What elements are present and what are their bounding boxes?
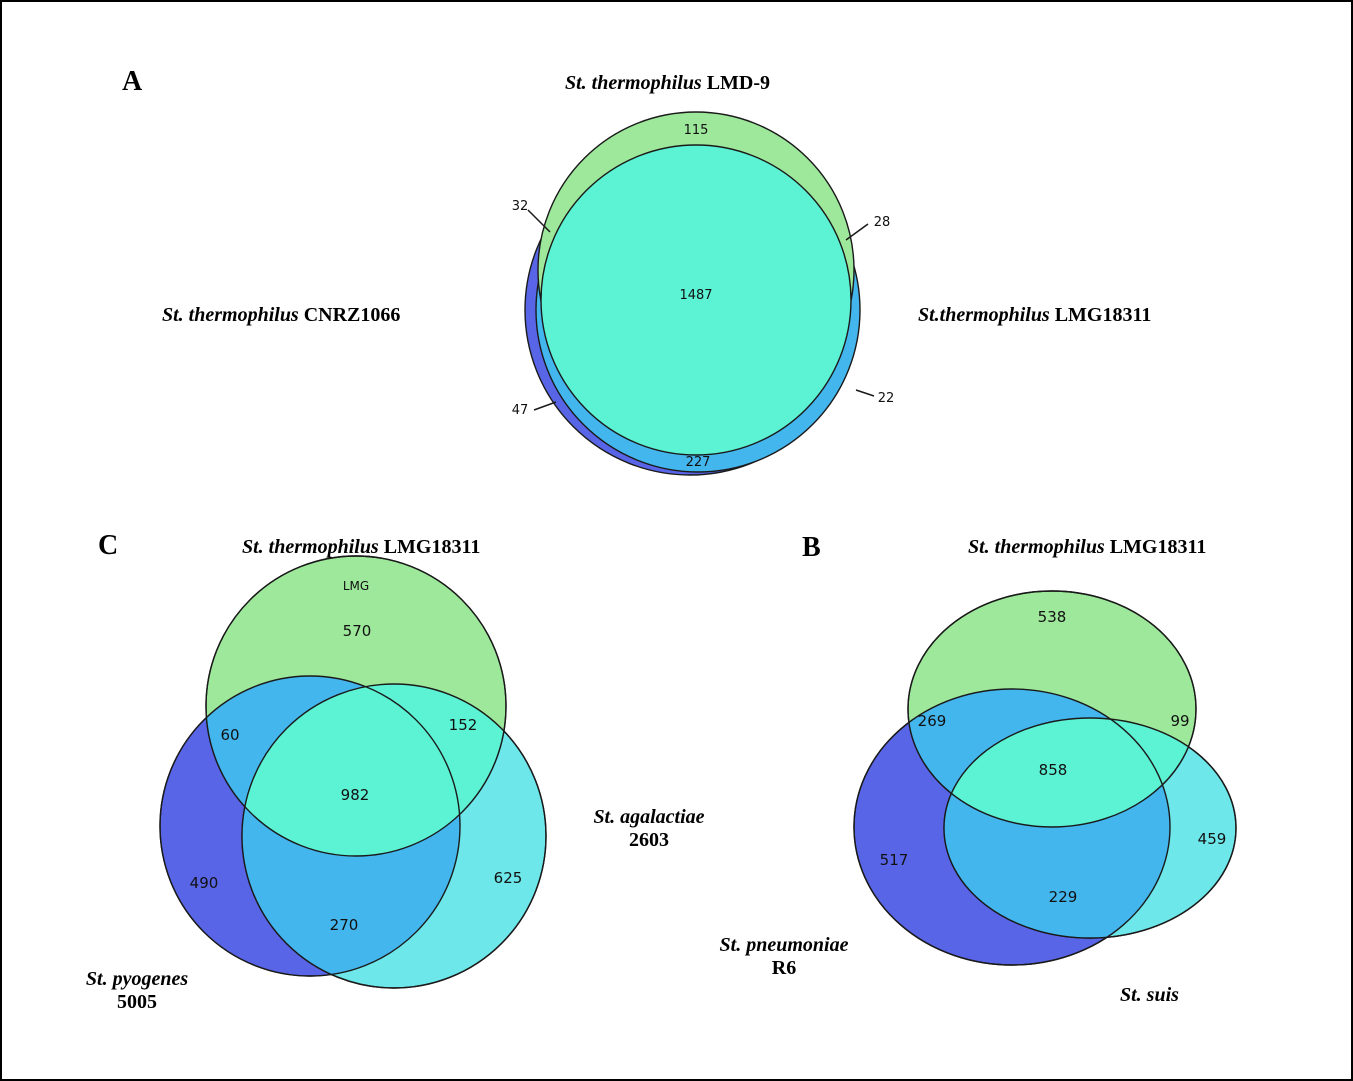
venn-c-count-top-only: 570 xyxy=(343,622,372,640)
venn-b-count-top-only: 538 xyxy=(1038,608,1067,626)
venn-b-label-top-strain: LMG18311 xyxy=(1109,536,1207,558)
venn-b-label-left-strain: R6 xyxy=(771,957,797,979)
venn-a-label-top-strain: LMD-9 xyxy=(706,72,771,94)
panel-letter-a: A xyxy=(122,66,143,97)
venn-a-count-core: 1487 xyxy=(679,288,712,303)
venn-panel-b: 538 269 99 858 517 229 459 xyxy=(853,590,1237,966)
venn-a-core-outline xyxy=(540,144,852,456)
venn-b-count-right-only: 459 xyxy=(1198,830,1227,848)
venn-c-count-right-only: 625 xyxy=(494,869,523,887)
venn-b-count-top-right: 99 xyxy=(1170,712,1189,730)
panel-letter-b: B xyxy=(802,532,821,563)
venn-c-count-left-only: 490 xyxy=(190,874,219,892)
venn-b-count-left-only: 517 xyxy=(880,851,909,869)
venn-c-label-right-species: St. agalactiae xyxy=(593,806,705,828)
venn-a-count-right-top: 28 xyxy=(874,215,891,230)
venn-b-label-left-species: St. pneumoniae xyxy=(719,934,849,956)
venn-a-label-right: St.thermophilus LMG18311 xyxy=(918,304,1151,327)
venn-c-inner-label: LMG xyxy=(343,579,369,593)
venn-c-count-top-left: 60 xyxy=(220,726,239,744)
panel-letter-c: C xyxy=(98,530,119,561)
venn-b-label-top-species: St. thermophilus xyxy=(968,536,1105,558)
venn-a-label-left: St. thermophilus CNRZ1066 xyxy=(162,304,400,327)
venn-c-label-right-strain: 2603 xyxy=(629,829,669,851)
venn-a-core-region xyxy=(541,145,851,455)
venn-a-leader-right-top xyxy=(845,223,869,241)
venn-b-label-right-species: St. suis xyxy=(1120,984,1179,1006)
venn-c-label-left-strain: 5005 xyxy=(117,991,157,1013)
venn-c-outline-lmg18311 xyxy=(205,555,507,857)
venn-panel-c: LMG 570 60 152 982 490 270 625 xyxy=(159,555,547,989)
venn-a-count-bottom: 227 xyxy=(686,455,711,470)
venn-c-region-top-right xyxy=(242,684,506,856)
venn-a-label-top: St. thermophilus LMD-9 xyxy=(565,72,770,95)
venn-a-count-top-only: 115 xyxy=(684,123,709,138)
venn-a-count-left-top: 32 xyxy=(512,199,529,214)
venn-a-leader-left-top xyxy=(527,209,551,233)
venn-a-label-left-species: St. thermophilus xyxy=(162,304,299,326)
venn-a-label-left-strain: CNRZ1066 xyxy=(303,304,401,326)
venn-a-count-left-bottom: 47 xyxy=(512,403,529,418)
venn-c-count-top-right: 152 xyxy=(449,716,478,734)
venn-a-leader-right-bottom xyxy=(855,389,875,397)
venn-c-count-core: 982 xyxy=(341,786,370,804)
venn-c-outline-pyogenes xyxy=(159,675,461,977)
venn-b-label-right: St. suis xyxy=(1120,984,1179,1007)
venn-a-label-right-species: St.thermophilus xyxy=(918,304,1050,326)
venn-b-outline-pneumoniae xyxy=(853,688,1171,966)
venn-c-label-left: St. pyogenes 5005 xyxy=(62,968,212,1014)
venn-c-label-right: St. agalactiae 2603 xyxy=(574,806,724,852)
venn-b-label-left: St. pneumoniae R6 xyxy=(706,934,862,980)
venn-b-outline-lmg18311 xyxy=(907,590,1197,828)
venn-c-label-top-strain: LMG18311 xyxy=(383,536,481,558)
venn-c-label-top: St. thermophilus LMG18311 xyxy=(242,536,480,559)
venn-b-count-core: 858 xyxy=(1039,761,1068,779)
venn-panel-a: 115 1487 227 32 28 47 22 xyxy=(512,111,895,476)
venn-a-leader-left-bottom xyxy=(533,401,557,411)
venn-c-outline-agalactiae xyxy=(241,683,547,989)
venn-a-label-right-strain: LMG18311 xyxy=(1054,304,1152,326)
venn-c-label-left-species: St. pyogenes xyxy=(85,968,189,990)
venn-b-count-top-left: 269 xyxy=(918,712,947,730)
venn-b-label-top: St. thermophilus LMG18311 xyxy=(968,536,1206,559)
venn-c-label-top-species: St. thermophilus xyxy=(242,536,379,558)
venn-b-outline-suis xyxy=(943,717,1237,939)
venn-a-label-top-species: St. thermophilus xyxy=(565,72,702,94)
venn-c-count-left-right: 270 xyxy=(330,916,359,934)
venn-a-count-right-bottom: 22 xyxy=(878,391,895,406)
venn-b-count-left-right: 229 xyxy=(1049,888,1078,906)
venn-b-region-top-right xyxy=(944,718,1196,827)
